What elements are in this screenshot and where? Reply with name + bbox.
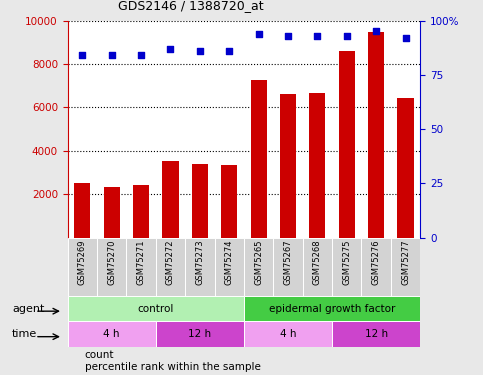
Text: 4 h: 4 h: [103, 329, 120, 339]
Bar: [214, 238, 244, 296]
Text: 12 h: 12 h: [365, 329, 388, 339]
Text: GSM75269: GSM75269: [78, 240, 87, 285]
Point: [167, 46, 174, 52]
Bar: [74, 183, 90, 238]
Text: GSM75274: GSM75274: [225, 240, 234, 285]
Bar: [221, 165, 237, 238]
Bar: [156, 238, 185, 296]
Point: [313, 33, 321, 39]
Text: time: time: [12, 329, 37, 339]
Bar: [68, 238, 97, 296]
Bar: [339, 51, 355, 238]
Text: percentile rank within the sample: percentile rank within the sample: [85, 362, 260, 372]
Text: control: control: [138, 304, 174, 313]
Bar: [368, 32, 384, 238]
Text: GSM75267: GSM75267: [284, 240, 293, 285]
Text: epidermal growth factor: epidermal growth factor: [269, 304, 395, 313]
Bar: [244, 296, 420, 321]
Bar: [361, 238, 391, 296]
Bar: [332, 238, 361, 296]
Text: GSM75272: GSM75272: [166, 240, 175, 285]
Text: GSM75265: GSM75265: [254, 240, 263, 285]
Text: count: count: [85, 350, 114, 360]
Bar: [162, 160, 179, 238]
Bar: [391, 238, 420, 296]
Bar: [303, 238, 332, 296]
Point: [343, 33, 351, 39]
Bar: [192, 164, 208, 238]
Text: GSM75276: GSM75276: [371, 240, 381, 285]
Bar: [244, 321, 332, 347]
Text: 12 h: 12 h: [188, 329, 212, 339]
Point: [196, 48, 204, 54]
Text: GDS2146 / 1388720_at: GDS2146 / 1388720_at: [118, 0, 264, 12]
Bar: [280, 94, 296, 238]
Text: GSM75271: GSM75271: [137, 240, 145, 285]
Text: GSM75268: GSM75268: [313, 240, 322, 285]
Bar: [68, 296, 244, 321]
Point: [108, 53, 115, 58]
Point: [372, 28, 380, 34]
Bar: [251, 80, 267, 238]
Text: GSM75270: GSM75270: [107, 240, 116, 285]
Bar: [185, 238, 214, 296]
Bar: [332, 321, 420, 347]
Text: agent: agent: [12, 304, 44, 313]
Text: GSM75273: GSM75273: [195, 240, 204, 285]
Point: [402, 35, 410, 41]
Bar: [104, 187, 120, 238]
Bar: [127, 238, 156, 296]
Text: GSM75277: GSM75277: [401, 240, 410, 285]
Point: [78, 53, 86, 58]
Bar: [68, 321, 156, 347]
Bar: [133, 184, 149, 238]
Text: 4 h: 4 h: [280, 329, 296, 339]
Point: [284, 33, 292, 39]
Text: GSM75275: GSM75275: [342, 240, 351, 285]
Bar: [97, 238, 127, 296]
Bar: [273, 238, 303, 296]
Point: [255, 31, 262, 37]
Point: [226, 48, 233, 54]
Bar: [156, 321, 244, 347]
Bar: [309, 93, 326, 238]
Bar: [398, 98, 413, 238]
Bar: [244, 238, 273, 296]
Point: [137, 53, 145, 58]
